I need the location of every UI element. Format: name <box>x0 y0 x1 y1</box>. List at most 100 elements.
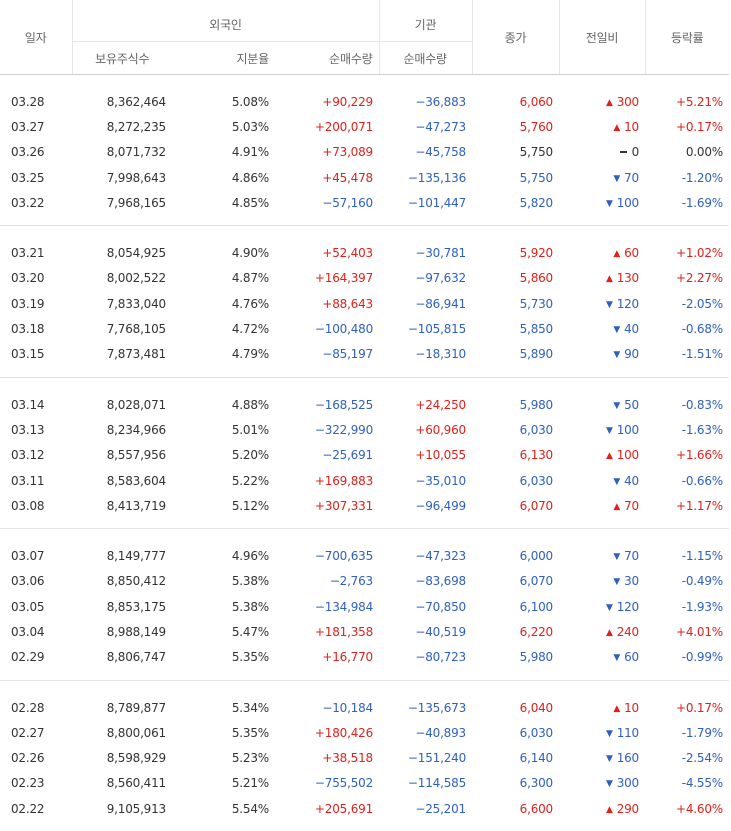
header-rate: 등락률 <box>645 0 730 74</box>
close-price-cell: 6,300 <box>519 776 554 791</box>
change-value: 10 <box>624 119 639 134</box>
rate-cell: +4.60% <box>676 801 723 816</box>
rate-cell: +1.66% <box>676 448 723 463</box>
table-row: 03.15 7,873,481 4.79% −85,197 −18,310 5,890 ▼ 9… <box>0 341 729 378</box>
rate-cell: -1.93% <box>681 599 723 614</box>
date-cell: 03.25 <box>11 170 45 185</box>
change-cell: ▼ 120 <box>559 291 645 316</box>
change-cell: ▲ 60 <box>559 226 645 266</box>
rate-cell: -0.49% <box>681 574 723 589</box>
table-header: 일자 외국인 기관 종가 전일비 등락률 보유주식수 지분율 순매수량 순매수량 <box>0 0 730 74</box>
share-ratio-cell: 5.22% <box>231 473 269 488</box>
down-triangle-icon: ▼ <box>605 602 613 613</box>
share-ratio-cell: 5.03% <box>231 119 269 134</box>
table-row: 03.28 8,362,464 5.08% +90,229 −36,883 6,060 ▲ 3… <box>0 75 729 114</box>
date-cell: 03.19 <box>11 296 45 311</box>
change-cell: ▼ 160 <box>559 746 645 771</box>
rate-cell: +1.17% <box>645 493 729 530</box>
change-value: 110 <box>616 725 640 740</box>
share-ratio-cell: 5.21% <box>231 776 269 791</box>
rate-cell: -1.15% <box>681 549 723 564</box>
table-row: 02.28 8,789,877 5.34% −10,184 −135,673 6,040 ▲… <box>0 680 729 720</box>
change-value: 0 <box>631 145 640 160</box>
change-cell: ▼ 50 <box>559 377 645 417</box>
date-cell: 03.18 <box>11 322 45 337</box>
share-ratio-cell: 4.85% <box>172 190 275 227</box>
date-cell: 03.11 <box>11 473 45 488</box>
rate-cell: -1.79% <box>681 725 723 740</box>
table-row: 03.22 7,968,165 4.85% −57,160 −101,447 5,820 ▼… <box>0 190 729 227</box>
rate-cell: -0.99% <box>645 644 729 681</box>
change-value: 40 <box>624 322 639 337</box>
holdings-cell: 8,071,732 <box>106 145 166 160</box>
table-row: 03.13 8,234,966 5.01% −322,990 +60,960 6,030 ▼… <box>0 417 729 442</box>
change-value: 100 <box>616 422 640 437</box>
date-cell: 03.06 <box>11 574 45 589</box>
rate-cell: -0.68% <box>681 322 723 337</box>
holdings-cell: 8,988,149 <box>106 624 166 639</box>
institution-net-buy-cell: −40,519 <box>415 624 466 639</box>
close-price-cell: 5,850 <box>519 322 554 337</box>
share-ratio-cell: 4.86% <box>231 170 269 185</box>
date-cell: 03.22 <box>0 190 72 227</box>
table-row: 03.20 8,002,522 4.87% +164,397 −97,632 5,860 ▲… <box>0 266 729 291</box>
change-cell: ▼ 40 <box>559 316 645 341</box>
table-row: 03.07 8,149,777 4.96% −700,635 −47,323 6,000 ▼… <box>0 529 729 569</box>
close-price-cell: 5,760 <box>519 119 554 134</box>
share-ratio-cell: 4.88% <box>231 397 269 412</box>
institution-net-buy-cell: −25,201 <box>415 801 466 816</box>
institution-net-buy-cell: −18,310 <box>379 341 472 378</box>
holdings-cell: 8,598,929 <box>106 751 166 766</box>
date-cell: 03.27 <box>11 119 45 134</box>
share-ratio-cell: 5.08% <box>231 94 269 109</box>
table-row: 03.19 7,833,040 4.76% +88,643 −86,941 5,730 ▼ 1… <box>0 291 729 316</box>
share-ratio-cell: 5.38% <box>231 599 269 614</box>
rate-cell: -1.69% <box>645 190 729 227</box>
header-net-buy-foreign: 순매수량 <box>275 41 380 74</box>
up-triangle-icon: ▲ <box>605 804 613 815</box>
close-price-cell: 6,030 <box>519 422 554 437</box>
holdings-cell: 7,768,105 <box>106 322 166 337</box>
holdings-cell: 7,968,165 <box>72 190 172 227</box>
holdings-cell: 8,557,956 <box>106 448 166 463</box>
change-cell: ▲ 10 <box>559 114 645 139</box>
up-triangle-icon: ▲ <box>605 97 613 108</box>
close-price-cell: 5,820 <box>472 190 559 227</box>
change-value: 70 <box>624 170 639 185</box>
holdings-cell: 9,105,913 <box>106 801 166 816</box>
foreign-net-buy-cell: +307,331 <box>275 493 379 530</box>
institution-net-buy-cell: −40,893 <box>415 725 466 740</box>
close-price-cell: 5,750 <box>519 145 554 160</box>
foreign-net-buy-cell: −134,984 <box>314 599 373 614</box>
date-cell: 02.26 <box>11 751 45 766</box>
table-row: 03.05 8,853,175 5.38% −134,984 −70,850 6,100 ▼… <box>0 594 729 619</box>
rate-cell: -0.66% <box>681 473 723 488</box>
down-triangle-icon: ▼ <box>605 299 613 310</box>
change-cell: ▼ 70 <box>559 529 645 569</box>
change-cell: ▼ 40 <box>559 468 645 493</box>
foreign-net-buy-cell: +88,643 <box>322 296 373 311</box>
holdings-cell: 8,583,604 <box>106 473 166 488</box>
close-price-cell: 5,890 <box>472 341 559 378</box>
change-value: 300 <box>616 776 640 791</box>
date-cell: 03.12 <box>11 448 45 463</box>
holdings-cell: 8,806,747 <box>72 644 172 681</box>
institution-net-buy-cell: −70,850 <box>415 599 466 614</box>
foreign-net-buy-cell: −322,990 <box>314 422 373 437</box>
foreign-net-buy-cell: +180,426 <box>314 725 373 740</box>
header-foreign: 외국인 <box>71 0 380 42</box>
institution-net-buy-cell: −101,447 <box>379 190 472 227</box>
share-ratio-cell: 5.35% <box>231 725 269 740</box>
institution-net-buy-cell: −36,883 <box>415 94 466 109</box>
date-cell: 02.22 <box>11 801 45 816</box>
foreign-net-buy-cell: −755,502 <box>314 776 373 791</box>
change-value: 60 <box>624 650 639 665</box>
table-row: 03.04 8,988,149 5.47% +181,358 −40,519 6,220 ▲… <box>0 619 729 644</box>
change-cell: ▲ 130 <box>559 266 645 291</box>
change-cell: ▲ 100 <box>559 443 645 468</box>
institution-net-buy-cell: −135,136 <box>407 170 466 185</box>
down-triangle-icon: ▼ <box>613 653 621 664</box>
table-row: 03.14 8,028,071 4.88% −168,525 +24,250 5,980 ▼… <box>0 377 729 417</box>
holdings-cell: 8,054,925 <box>106 246 166 261</box>
header-date: 일자 <box>0 0 72 74</box>
